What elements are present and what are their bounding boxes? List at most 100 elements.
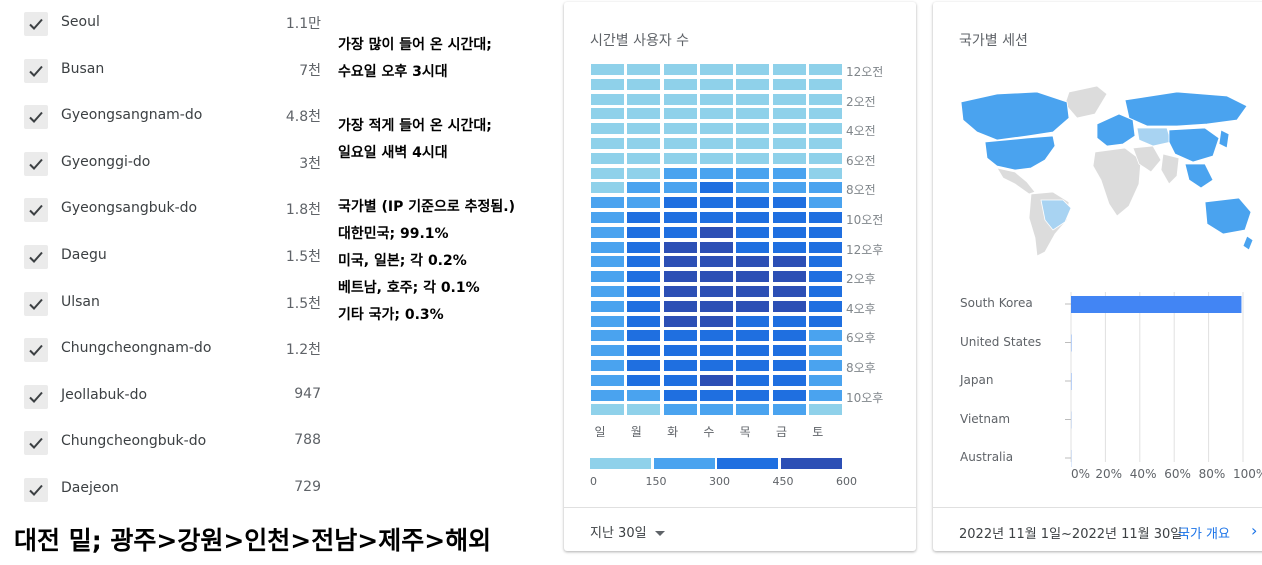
- heatmap-cell[interactable]: [772, 286, 806, 297]
- heatmap-cell[interactable]: [699, 78, 733, 90]
- heatmap-cell[interactable]: [808, 78, 842, 90]
- heatmap-cell[interactable]: [663, 315, 697, 327]
- heatmap-cell[interactable]: [808, 286, 842, 297]
- heatmap-cell[interactable]: [808, 226, 842, 238]
- heatmap-cell[interactable]: [699, 389, 733, 401]
- heatmap-cell[interactable]: [736, 226, 770, 238]
- heatmap-cell[interactable]: [772, 182, 806, 194]
- country-overview-link[interactable]: 국가 개요: [1178, 527, 1230, 542]
- region-checkbox[interactable]: [24, 431, 48, 456]
- heatmap-cell[interactable]: [663, 182, 697, 194]
- heatmap-cell[interactable]: [772, 108, 806, 120]
- heatmap-cell[interactable]: [699, 374, 733, 386]
- heatmap-cell[interactable]: [699, 108, 733, 120]
- heatmap-cell[interactable]: [736, 389, 770, 401]
- heatmap-cell[interactable]: [591, 182, 624, 194]
- region-checkbox[interactable]: [24, 12, 48, 36]
- heatmap-cell[interactable]: [772, 226, 806, 238]
- heatmap-cell[interactable]: [627, 226, 661, 238]
- heatmap-cell[interactable]: [699, 345, 733, 357]
- heatmap-cell[interactable]: [736, 197, 770, 209]
- heatmap-cell[interactable]: [736, 123, 770, 135]
- heatmap-cell[interactable]: [591, 197, 624, 209]
- heatmap-cell[interactable]: [699, 138, 733, 149]
- heatmap-cell[interactable]: [772, 123, 806, 135]
- heatmap-cell[interactable]: [627, 345, 661, 357]
- heatmap-cell[interactable]: [627, 64, 661, 75]
- heatmap-cell[interactable]: [772, 64, 806, 75]
- heatmap-cell[interactable]: [663, 374, 697, 386]
- heatmap-cell[interactable]: [627, 286, 661, 297]
- heatmap-cell[interactable]: [808, 212, 842, 223]
- heatmap-cell[interactable]: [808, 360, 842, 371]
- heatmap-cell[interactable]: [663, 256, 697, 268]
- heatmap-cell[interactable]: [808, 300, 842, 312]
- heatmap-cell[interactable]: [627, 123, 661, 135]
- heatmap-cell[interactable]: [591, 93, 624, 105]
- heatmap-cell[interactable]: [591, 286, 624, 297]
- heatmap-cell[interactable]: [736, 152, 770, 164]
- heatmap-cell[interactable]: [772, 167, 806, 179]
- heatmap-cell[interactable]: [772, 93, 806, 105]
- heatmap-cell[interactable]: [663, 78, 697, 90]
- heatmap-cell[interactable]: [663, 138, 697, 149]
- heatmap-cell[interactable]: [736, 78, 770, 90]
- heatmap-cell[interactable]: [591, 108, 624, 120]
- heatmap-cell[interactable]: [699, 226, 733, 238]
- heatmap-cell[interactable]: [663, 64, 697, 75]
- heatmap-cell[interactable]: [736, 241, 770, 253]
- heatmap-cell[interactable]: [699, 212, 733, 223]
- heatmap-cell[interactable]: [808, 93, 842, 105]
- heatmap-cell[interactable]: [772, 360, 806, 371]
- heatmap-cell[interactable]: [736, 315, 770, 327]
- heatmap-cell[interactable]: [591, 123, 624, 135]
- heatmap-cell[interactable]: [699, 182, 733, 194]
- region-checkbox[interactable]: [24, 291, 48, 316]
- heatmap-cell[interactable]: [808, 123, 842, 135]
- heatmap-cell[interactable]: [627, 93, 661, 105]
- heatmap-cell[interactable]: [736, 167, 770, 179]
- heatmap-cell[interactable]: [663, 404, 697, 416]
- heatmap-cell[interactable]: [808, 152, 842, 164]
- region-checkbox[interactable]: [24, 198, 48, 223]
- heatmap-cell[interactable]: [736, 256, 770, 268]
- heatmap-cell[interactable]: [808, 108, 842, 120]
- heatmap-cell[interactable]: [772, 241, 806, 253]
- heatmap-cell[interactable]: [663, 286, 697, 297]
- heatmap-cell[interactable]: [591, 78, 624, 90]
- heatmap-cell[interactable]: [699, 197, 733, 209]
- heatmap-cell[interactable]: [772, 330, 806, 342]
- heatmap-cell[interactable]: [627, 167, 661, 179]
- heatmap-cell[interactable]: [808, 197, 842, 209]
- heatmap-cell[interactable]: [699, 64, 733, 75]
- region-checkbox[interactable]: [24, 58, 48, 83]
- heatmap-cell[interactable]: [772, 404, 806, 416]
- heatmap-cell[interactable]: [736, 271, 770, 283]
- heatmap-cell[interactable]: [627, 300, 661, 312]
- heatmap-cell[interactable]: [699, 360, 733, 371]
- heatmap-cell[interactable]: [736, 93, 770, 105]
- heatmap-cell[interactable]: [808, 271, 842, 283]
- region-checkbox[interactable]: [24, 245, 48, 269]
- region-checkbox[interactable]: [24, 151, 48, 176]
- heatmap-cell[interactable]: [591, 64, 624, 75]
- heatmap-cell[interactable]: [699, 271, 733, 283]
- heatmap-cell[interactable]: [808, 330, 842, 342]
- heatmap-cell[interactable]: [808, 389, 842, 401]
- heatmap-cell[interactable]: [591, 271, 624, 283]
- heatmap-cell[interactable]: [808, 374, 842, 386]
- heatmap-cell[interactable]: [663, 167, 697, 179]
- heatmap-cell[interactable]: [699, 93, 733, 105]
- heatmap-cell[interactable]: [699, 286, 733, 297]
- heatmap-cell[interactable]: [663, 108, 697, 120]
- heatmap-cell[interactable]: [808, 138, 842, 149]
- heatmap-cell[interactable]: [772, 271, 806, 283]
- heatmap-cell[interactable]: [663, 345, 697, 357]
- heatmap-cell[interactable]: [663, 226, 697, 238]
- heatmap-cell[interactable]: [736, 138, 770, 149]
- heatmap-cell[interactable]: [627, 108, 661, 120]
- heatmap-cell[interactable]: [736, 330, 770, 342]
- heatmap-cell[interactable]: [699, 123, 733, 135]
- heatmap-cell[interactable]: [808, 404, 842, 416]
- heatmap-cell[interactable]: [736, 64, 770, 75]
